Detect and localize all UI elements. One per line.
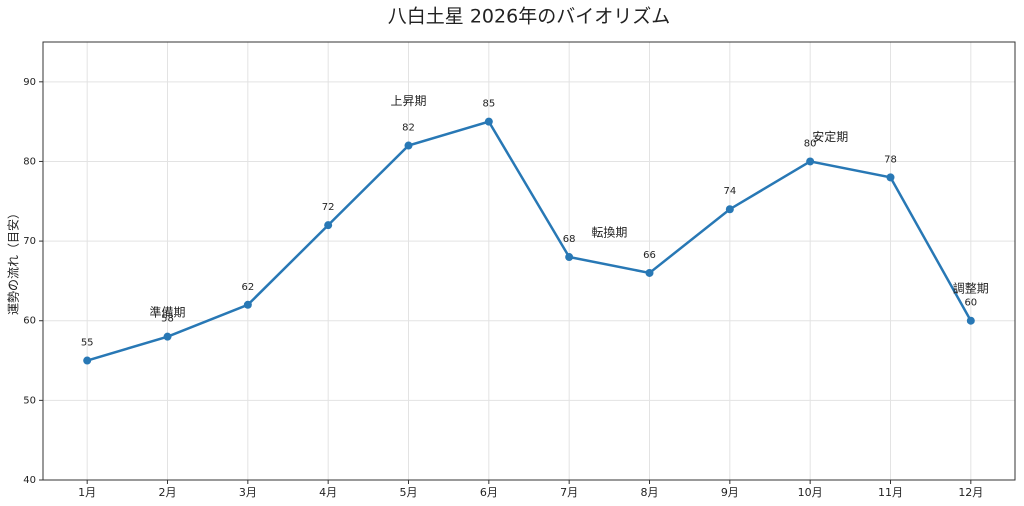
point: [484, 117, 493, 126]
x-tick-label: 9月: [721, 486, 739, 499]
y-tick-label: 80: [23, 156, 36, 167]
value-label: 58: [161, 314, 174, 325]
plot-frame: [42, 41, 1016, 481]
y-tick-label: 90: [23, 77, 36, 88]
value-label: 55: [81, 338, 94, 349]
annotation: 安定期: [812, 129, 848, 144]
x-tick-label: 10月: [798, 486, 823, 499]
value-label: 82: [402, 123, 415, 134]
point: [806, 157, 815, 166]
point: [565, 253, 574, 262]
y-tick-label: 70: [23, 236, 36, 247]
value-label: 66: [643, 250, 656, 261]
value-label: 60: [964, 298, 977, 309]
y-tick-label: 50: [23, 395, 36, 406]
x-tick-label: 2月: [159, 486, 177, 499]
line: [86, 120, 972, 362]
y-axis-label: 運勢の流れ（目安）: [6, 207, 21, 315]
x-tick-label: 4月: [319, 486, 337, 499]
value-label: 85: [482, 99, 495, 110]
point: [645, 268, 654, 277]
value-label: 68: [563, 234, 576, 245]
x-tick-label: 6月: [480, 486, 498, 499]
value-label: 72: [322, 202, 335, 213]
point: [83, 356, 92, 365]
chart-title: 八白土星 2026年のバイオリズム: [388, 6, 670, 28]
x-tick-label: 7月: [560, 486, 578, 499]
y-tick-label: 40: [23, 475, 36, 486]
point: [324, 221, 333, 230]
value-label: 78: [884, 154, 897, 165]
x-tick-label: 3月: [239, 486, 257, 499]
point: [404, 141, 413, 150]
annotation: 転換期: [591, 226, 627, 240]
annotation: 上昇期: [390, 94, 426, 108]
value-label: 74: [723, 186, 736, 197]
point: [966, 316, 975, 325]
point: [886, 173, 895, 182]
x-tick-label: 11月: [878, 486, 903, 499]
y-tick-label: 60: [23, 316, 36, 327]
x-tick-label: 5月: [400, 486, 418, 499]
annotation: 調整期: [953, 280, 989, 295]
value-label: 80: [804, 138, 817, 149]
x-tick-label: 1月: [78, 486, 96, 499]
annotation: 準備期: [150, 304, 186, 319]
point: [725, 205, 734, 214]
point: [243, 300, 252, 309]
value-label: 62: [241, 282, 254, 293]
x-tick-label: 12月: [958, 486, 983, 499]
x-tick-label: 8月: [640, 486, 658, 499]
point: [163, 332, 172, 341]
